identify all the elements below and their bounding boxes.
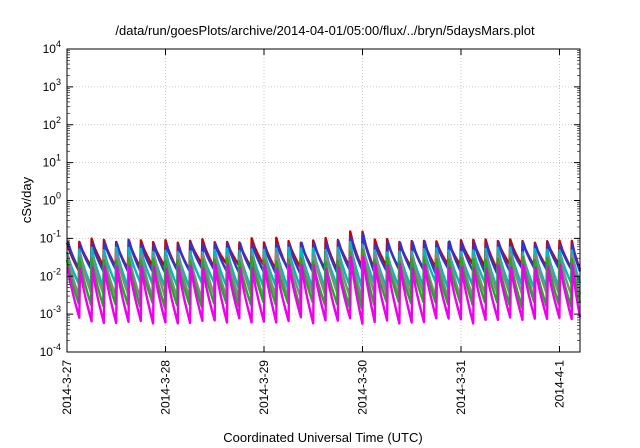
y-tick-label: 103 <box>43 77 61 94</box>
x-tick-label: 2014-3-27 <box>60 360 74 415</box>
y-tick-label: 100 <box>43 191 61 208</box>
y-axis: 10-4 10-3 10-2 10-1 100 101 102 103 104 <box>40 39 580 359</box>
y-tick-label: 10-2 <box>40 266 61 283</box>
chart-title: /data/run/goesPlots/archive/2014-04-01/0… <box>115 23 535 38</box>
series-line-6 <box>66 255 582 325</box>
series-group <box>65 230 582 325</box>
y-tick-label: 10-1 <box>40 228 61 245</box>
x-axis: 2014-3-27 2014-3-28 2014-3-29 2014-3-30 2014… <box>60 49 566 415</box>
grid <box>66 49 580 352</box>
y-tick-label: 101 <box>43 153 61 170</box>
y-tick-label: 10-4 <box>40 342 61 359</box>
y-tick-label: 104 <box>43 39 61 56</box>
plot-frame <box>66 48 581 353</box>
x-tick-label: 2014-3-28 <box>158 360 172 415</box>
x-tick-label: 2014-3-31 <box>454 360 468 415</box>
x-tick-label: 2014-4-1 <box>552 360 566 408</box>
y-tick-label: 102 <box>43 115 61 132</box>
x-tick-label: 2014-3-30 <box>355 360 369 415</box>
x-axis-label: Coordinated Universal Time (UTC) <box>223 430 422 445</box>
y-axis-label: cSv/day <box>19 176 34 223</box>
x-tick-label: 2014-3-29 <box>257 360 271 415</box>
y-tick-label: 10-3 <box>40 304 61 321</box>
